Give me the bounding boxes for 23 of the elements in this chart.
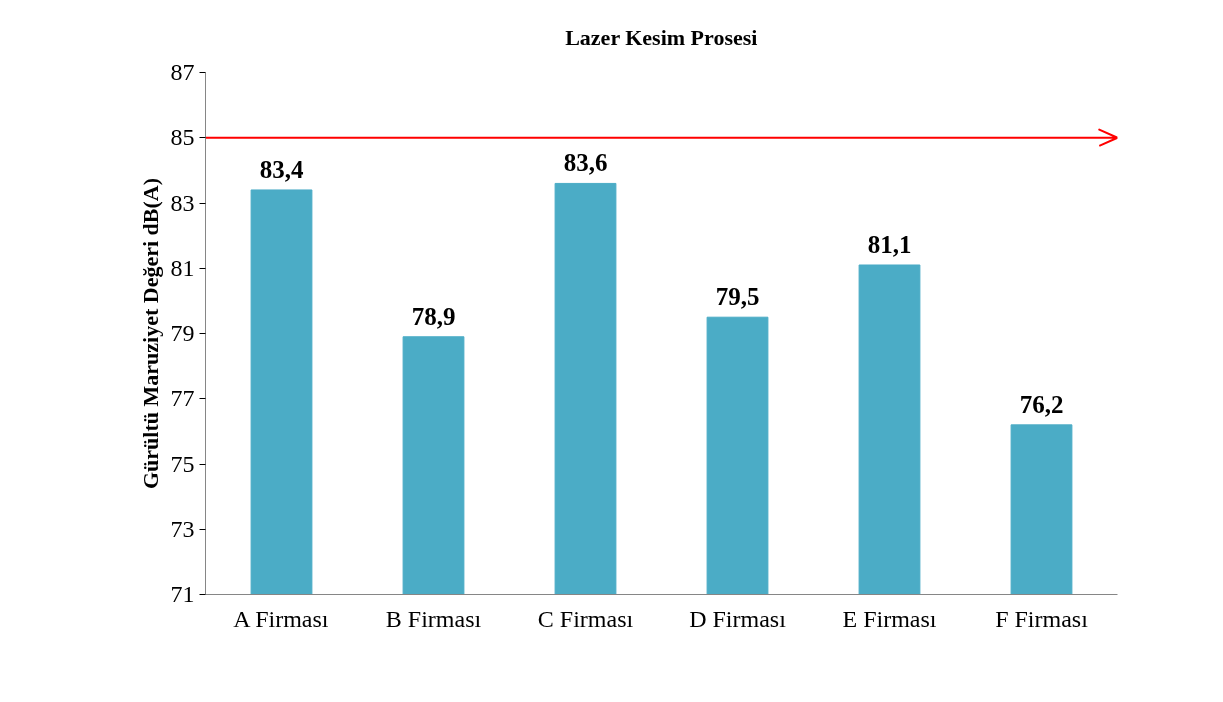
y-tick-label: 79 xyxy=(170,320,195,346)
y-tick-label: 73 xyxy=(170,515,195,542)
y-tick-label: 83 xyxy=(170,189,195,216)
y-tick-label: 71 xyxy=(170,581,195,607)
data-label: 83,4 xyxy=(259,155,304,183)
y-tick-label: 87 xyxy=(170,59,195,85)
x-tick-label: B Firması xyxy=(385,605,482,632)
data-label: 76,2 xyxy=(1019,390,1064,418)
data-label: 81,1 xyxy=(867,230,912,258)
data-label: 79,5 xyxy=(715,283,760,311)
data-label: 78,9 xyxy=(411,302,456,330)
x-tick-label: A Firması xyxy=(233,605,329,632)
chart-title: Lazer Kesim Prosesi xyxy=(565,25,758,50)
x-tick-label: D Firması xyxy=(689,605,787,632)
x-tick-label: C Firması xyxy=(537,605,634,632)
x-tick-label: E Firması xyxy=(842,605,937,632)
y-tick-label: 81 xyxy=(170,254,195,281)
y-tick-label: 77 xyxy=(170,385,195,412)
y-axis-title: Gürültü Maruziyet Değeri dB(A) xyxy=(137,178,163,489)
y-tick-label: 75 xyxy=(170,450,195,477)
y-tick-label: 85 xyxy=(170,124,195,151)
x-tick-label: F Firması xyxy=(995,605,1089,632)
data-label: 83,6 xyxy=(563,149,608,177)
